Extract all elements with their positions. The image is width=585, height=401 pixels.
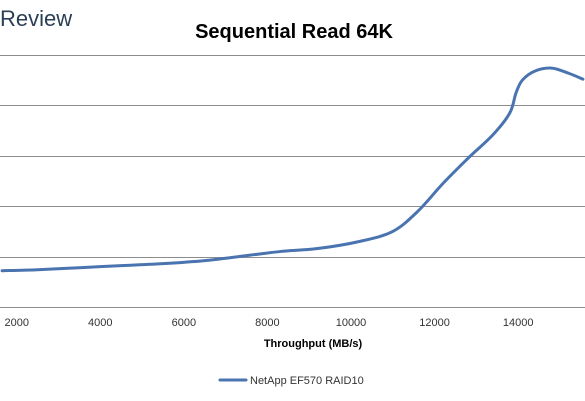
x-tick-label: 4000 [88,317,112,329]
x-tick-label: 12000 [419,317,450,329]
x-tick-label: 14000 [503,317,534,329]
gridlines [0,55,585,258]
x-axis-label: Throughput (MB/s) [264,338,363,350]
legend: NetApp EF570 RAID10 [218,375,364,387]
x-tick-label: 8000 [255,317,279,329]
x-tick-label: 10000 [336,317,367,329]
x-tick-label: 2000 [4,317,28,329]
plot-area [0,66,585,273]
series-line [0,66,585,273]
x-axis: 2000 4000 6000 8000 10000 12000 14000 [0,307,585,329]
brand-logo-text: Review [0,6,72,31]
x-tick-label: 6000 [172,317,196,329]
legend-label: NetApp EF570 RAID10 [250,375,364,387]
chart-title: Sequential Read 64K [195,21,393,43]
